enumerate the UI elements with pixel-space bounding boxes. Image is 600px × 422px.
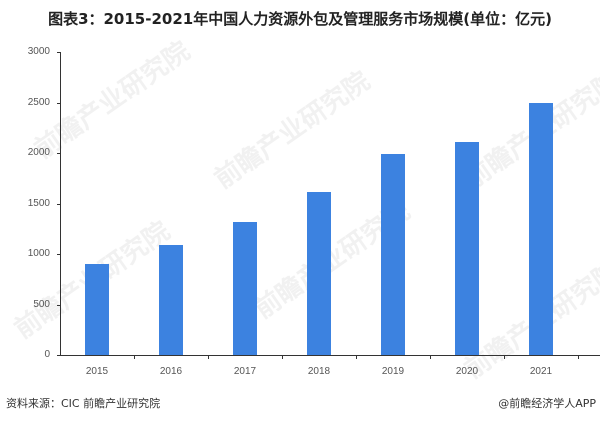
y-tick-mark — [57, 153, 60, 154]
y-tick-mark — [57, 254, 60, 255]
y-tick-mark — [57, 203, 60, 205]
watermark: 前瞻产业研究院 — [209, 66, 376, 196]
bar-2018 — [307, 191, 331, 355]
x-axis — [60, 355, 600, 356]
bar-2016 — [159, 245, 183, 355]
y-tick-label: 3000 — [27, 46, 50, 57]
x-tick-mark — [430, 355, 431, 359]
x-tick-label: 2016 — [159, 366, 183, 377]
bar-2015 — [85, 264, 109, 355]
y-tick-mark — [57, 102, 60, 104]
y-tick-label: 1000 — [27, 248, 50, 259]
y-tick-label: 2000 — [27, 147, 50, 158]
x-tick-mark — [282, 355, 283, 359]
x-tick-mark — [356, 355, 357, 359]
chart-title: 图表3：2015-2021年中国人力资源外包及管理服务市场规模(单位：亿元) — [48, 10, 552, 28]
bar-2020 — [455, 141, 479, 355]
x-tick-label: 2018 — [307, 366, 331, 377]
x-tick-mark — [208, 355, 209, 359]
x-tick-mark — [578, 355, 579, 359]
x-tick-label: 2019 — [381, 366, 405, 377]
y-tick-mark — [57, 304, 60, 306]
y-tick-mark — [57, 52, 60, 53]
watermark: 前瞻产业研究院 — [29, 36, 196, 166]
credit-note: @前瞻经济学人APP — [498, 397, 596, 410]
y-tick-label: 2500 — [27, 96, 50, 108]
y-tick-label: 0 — [44, 349, 50, 360]
y-tick-label: 1500 — [27, 197, 50, 209]
y-axis — [60, 52, 61, 355]
plot-area: 前瞻产业研究院 前瞻产业研究院 前瞻产业研究院 前瞻产业研究院 前瞻产业研究院 … — [9, 36, 600, 385]
x-tick-label: 2015 — [85, 366, 109, 377]
x-tick-label: 2017 — [233, 366, 257, 377]
x-tick-label: 2021 — [529, 366, 553, 377]
bar-2021 — [529, 102, 553, 355]
source-note: 资料来源：CIC 前瞻产业研究院 — [6, 397, 161, 410]
bar-2017 — [233, 221, 257, 355]
x-tick-mark — [504, 355, 505, 359]
x-tick-label: 2020 — [455, 366, 479, 377]
x-tick-mark — [134, 355, 135, 359]
bar-2019 — [381, 154, 405, 355]
y-tick-mark — [57, 355, 60, 356]
y-tick-label: 500 — [33, 298, 50, 310]
